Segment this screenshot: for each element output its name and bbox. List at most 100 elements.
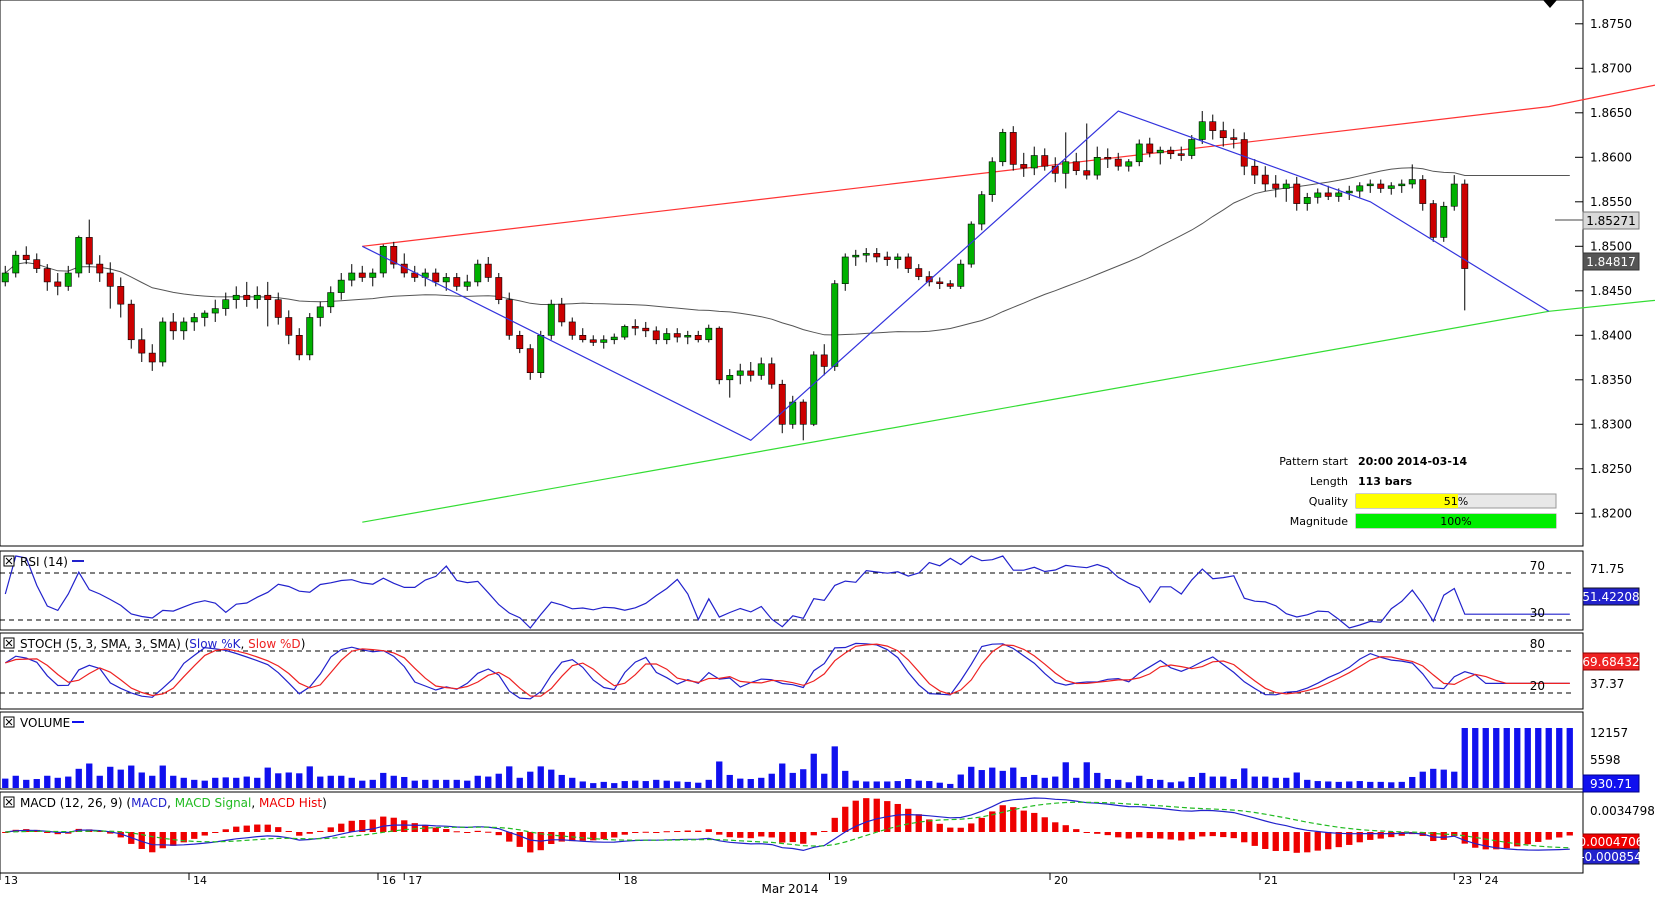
macd-hist-bar xyxy=(716,832,723,835)
upper-channel-line xyxy=(362,84,1655,247)
candle xyxy=(799,399,807,441)
volume-bar xyxy=(789,772,796,788)
volume-bar xyxy=(642,781,649,788)
volume-bar xyxy=(369,779,376,788)
time-tick-label: 18 xyxy=(624,874,638,887)
macd-hist-bar xyxy=(1556,832,1563,838)
volume-bar xyxy=(243,776,250,788)
candle-body xyxy=(379,246,387,274)
candle-body xyxy=(274,299,282,318)
volume-bar xyxy=(527,771,534,788)
candle-body xyxy=(285,317,293,336)
candle xyxy=(306,313,314,361)
pattern-info: Pattern start 20:00 2014-03-14 Length 11… xyxy=(1279,455,1557,529)
candle-body xyxy=(96,263,104,274)
volume-bar xyxy=(1073,777,1080,788)
macd-hist-bar xyxy=(1461,832,1468,844)
candle xyxy=(379,244,387,278)
main-panel[interactable] xyxy=(0,0,1584,547)
time-tick-label: 13 xyxy=(4,874,18,887)
volume-bar xyxy=(96,775,103,788)
candle-body xyxy=(1,272,9,283)
candle-body xyxy=(211,308,219,314)
volume-bar xyxy=(653,779,660,788)
pattern-polyline xyxy=(362,110,1550,442)
candle xyxy=(264,281,272,327)
macd-hist-bar xyxy=(978,817,985,832)
candle-body xyxy=(1083,170,1091,176)
macd-hist-bar xyxy=(1167,832,1174,840)
volume-bar xyxy=(1524,728,1531,788)
candle xyxy=(1219,121,1227,147)
macd-hist-bar xyxy=(611,832,618,838)
volume-bar xyxy=(1083,762,1090,788)
candle-body xyxy=(873,253,881,258)
volume-bar xyxy=(716,761,723,788)
candle xyxy=(673,328,681,343)
volume-bar xyxy=(579,781,586,788)
macd-hist-bar xyxy=(726,832,733,838)
candle xyxy=(1156,146,1164,165)
candle-body xyxy=(117,286,125,305)
macd-hist-bar xyxy=(264,824,271,832)
candle xyxy=(1377,179,1385,193)
candle xyxy=(810,351,818,427)
stoch-panel[interactable] xyxy=(0,632,1584,710)
candle-body xyxy=(180,321,188,332)
candle-body xyxy=(684,334,692,338)
macd-hist-bar xyxy=(1010,807,1017,832)
candle xyxy=(1345,185,1353,201)
volume-bar xyxy=(705,779,712,788)
volume-bar xyxy=(2,778,9,788)
macd-hist-bar xyxy=(1388,832,1395,838)
volume-bar xyxy=(1104,779,1111,788)
time-axis: 13 14 16 17 18 19 20 21 23 24 xyxy=(0,873,1499,887)
price-tick-label: 1.8250 xyxy=(1590,462,1632,476)
volume-indicator: VOLUME 12157 5598 930.71 xyxy=(2,716,1640,793)
volume-bar xyxy=(1031,774,1038,788)
candle-body xyxy=(1261,174,1269,185)
macd-hist-bar xyxy=(1157,832,1164,839)
candle-body xyxy=(232,294,240,300)
candle-body xyxy=(253,294,261,300)
macd-hist-bar xyxy=(621,832,628,835)
candle-body xyxy=(201,312,209,318)
candle-body xyxy=(568,321,576,336)
candle-body xyxy=(1156,149,1164,154)
candle-body xyxy=(1198,121,1206,140)
volume-bar xyxy=(75,768,82,788)
stoch-level-20-label: 20 xyxy=(1530,679,1545,693)
stoch-k-line xyxy=(4,642,1570,700)
volume-bar xyxy=(222,777,229,788)
volume-bar xyxy=(1545,728,1552,788)
candle-body xyxy=(1041,155,1049,167)
rsi-level-70-label: 70 xyxy=(1530,559,1545,573)
candle-body xyxy=(159,321,167,363)
rsi-panel[interactable] xyxy=(0,550,1584,631)
candle xyxy=(1429,200,1437,242)
volume-bar xyxy=(632,780,639,788)
volume-bar xyxy=(1409,776,1416,788)
candle xyxy=(43,264,51,291)
volume-bar xyxy=(128,765,135,788)
scroll-marker-icon[interactable] xyxy=(1543,0,1557,8)
volume-bar xyxy=(432,779,439,788)
candle-body xyxy=(337,279,345,293)
pattern-start-label: Pattern start xyxy=(1279,455,1348,468)
candle-body xyxy=(1314,192,1322,198)
candle xyxy=(894,253,902,269)
macd-tick-top: 0.0034798 xyxy=(1590,804,1655,818)
volume-bar xyxy=(852,780,859,788)
candle xyxy=(54,273,62,296)
candle-body xyxy=(642,327,650,332)
macd-hist-bar xyxy=(1566,832,1573,836)
candle-body xyxy=(1093,157,1101,176)
candle-body xyxy=(841,256,849,284)
volume-bar xyxy=(453,779,460,788)
volume-bar xyxy=(537,766,544,788)
candle xyxy=(453,273,461,291)
candle xyxy=(1450,175,1458,211)
macd-hist-bar xyxy=(968,823,975,832)
volume-bar xyxy=(842,770,849,788)
candle-body xyxy=(33,259,41,269)
